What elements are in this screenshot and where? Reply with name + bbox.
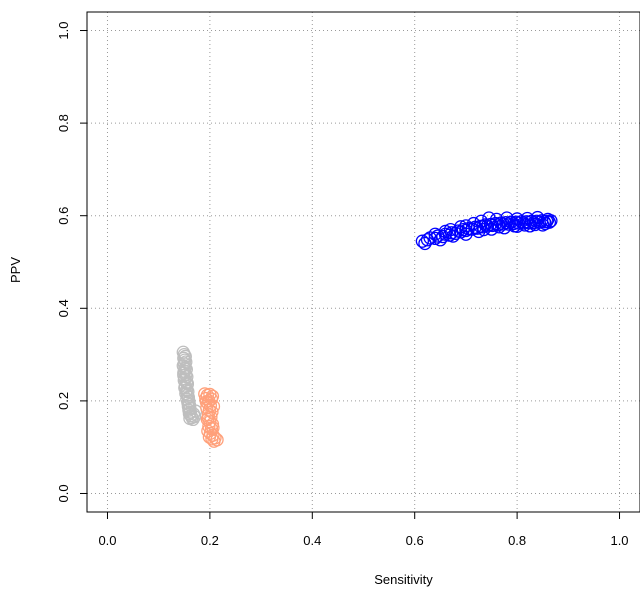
x-tick-label-3: 0.6: [406, 533, 424, 548]
x-axis-title: Sensitivity: [374, 572, 433, 587]
data-point-s2-72: [492, 220, 506, 234]
y-tick-label-3: 0.6: [56, 207, 71, 225]
series-1: [198, 387, 224, 448]
data-point-s0-42: [177, 368, 191, 383]
series-0: [176, 345, 203, 427]
data-point-s2-50: [459, 227, 473, 241]
data-point-s2-53: [497, 221, 511, 235]
data-point-s2-73: [507, 219, 522, 233]
data-point-s1-28: [206, 399, 221, 414]
data-point-s1-26: [207, 434, 221, 448]
data-point-s1-30: [206, 421, 220, 435]
x-tick-label-4: 0.8: [508, 533, 526, 548]
data-point-s2-63: [500, 211, 514, 225]
data-point-s2-70: [438, 224, 453, 239]
y-tick-label-4: 0.8: [56, 114, 71, 132]
x-tick-label-2: 0.4: [303, 533, 321, 548]
data-point-s0-43: [180, 376, 195, 390]
data-point-s2-68: [466, 216, 481, 231]
data-point-s2-0: [415, 234, 430, 248]
data-point-s2-59: [459, 219, 473, 233]
data-point-s2-75: [528, 217, 542, 232]
data-point-s2-62: [489, 212, 504, 227]
data-point-s2-74: [518, 218, 532, 232]
y-tick-label-1: 0.2: [56, 392, 71, 410]
data-point-s1-27: [199, 395, 213, 409]
grid-lines: [87, 12, 640, 512]
data-point-s2-76: [538, 216, 552, 231]
series-2: [415, 210, 558, 251]
data-points: [176, 210, 558, 448]
data-point-s2-57: [428, 227, 442, 241]
y-tick-label-5: 1.0: [56, 21, 71, 39]
data-point-s2-60: [474, 214, 488, 228]
data-point-s1-0: [198, 387, 212, 401]
data-point-s2-71: [477, 222, 491, 237]
y-tick-label-0: 0.0: [56, 484, 71, 502]
x-tick-label-1: 0.2: [201, 533, 219, 548]
data-point-s2-55: [523, 219, 537, 233]
y-axis: 0.0 0.2 0.4 0.6 0.8 1.0: [56, 21, 88, 503]
data-point-s2-69: [454, 220, 468, 234]
data-point-s2-49: [446, 229, 460, 243]
data-point-s2-25: [491, 218, 505, 232]
x-tick-label-5: 1.0: [610, 533, 628, 548]
data-point-s2-61: [482, 211, 496, 225]
data-point-s1-22: [202, 430, 217, 444]
y-tick-label-2: 0.4: [56, 299, 71, 317]
data-point-s0-44: [179, 384, 193, 398]
data-point-s0-37: [186, 412, 200, 427]
data-point-s0-39: [186, 407, 201, 421]
data-point-s2-47: [418, 236, 432, 251]
x-axis: 0.0 0.2 0.4 0.6 0.8 1.0: [98, 511, 640, 548]
x-tick-label-0: 0.0: [98, 533, 116, 548]
data-point-s0-41: [178, 361, 192, 376]
y-axis-title: PPV: [8, 257, 23, 283]
data-point-s2-34: [514, 215, 528, 229]
